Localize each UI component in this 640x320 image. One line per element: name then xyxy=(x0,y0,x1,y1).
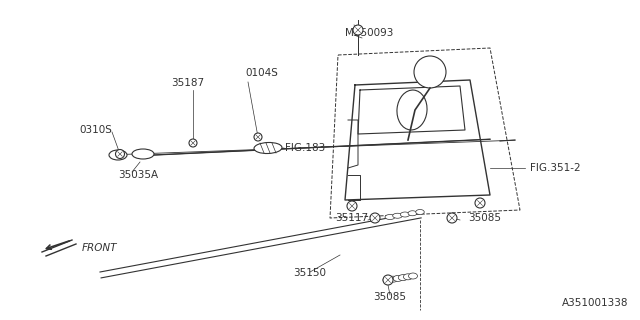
Ellipse shape xyxy=(109,150,127,160)
Text: FIG.351-2: FIG.351-2 xyxy=(530,163,580,173)
Circle shape xyxy=(414,56,446,88)
Ellipse shape xyxy=(408,211,417,216)
Ellipse shape xyxy=(132,149,154,159)
Ellipse shape xyxy=(408,273,417,279)
Ellipse shape xyxy=(385,214,395,220)
Ellipse shape xyxy=(388,276,398,282)
Circle shape xyxy=(189,139,197,147)
Circle shape xyxy=(383,275,393,285)
Text: 35150: 35150 xyxy=(294,268,326,278)
Text: 35035A: 35035A xyxy=(118,170,158,180)
Circle shape xyxy=(347,201,357,211)
Circle shape xyxy=(370,213,380,223)
Ellipse shape xyxy=(254,142,282,154)
Text: A351001338: A351001338 xyxy=(561,298,628,308)
Ellipse shape xyxy=(416,210,424,214)
Ellipse shape xyxy=(393,276,403,281)
Circle shape xyxy=(353,25,363,35)
Ellipse shape xyxy=(403,274,413,280)
Text: 35085: 35085 xyxy=(374,292,406,302)
Circle shape xyxy=(447,213,457,223)
Circle shape xyxy=(475,198,485,208)
Ellipse shape xyxy=(383,277,393,283)
Text: 35117: 35117 xyxy=(335,213,368,223)
Text: 35085: 35085 xyxy=(468,213,501,223)
Ellipse shape xyxy=(397,90,427,130)
Text: M250093: M250093 xyxy=(345,28,394,38)
Ellipse shape xyxy=(393,213,403,218)
Ellipse shape xyxy=(398,275,408,281)
Text: FRONT: FRONT xyxy=(82,243,118,253)
Text: FIG.183: FIG.183 xyxy=(285,143,325,153)
Text: 35187: 35187 xyxy=(172,78,205,88)
Circle shape xyxy=(115,149,125,158)
Circle shape xyxy=(254,133,262,141)
Text: 0310S: 0310S xyxy=(79,125,112,135)
Ellipse shape xyxy=(401,212,410,217)
Text: 0104S: 0104S xyxy=(245,68,278,78)
